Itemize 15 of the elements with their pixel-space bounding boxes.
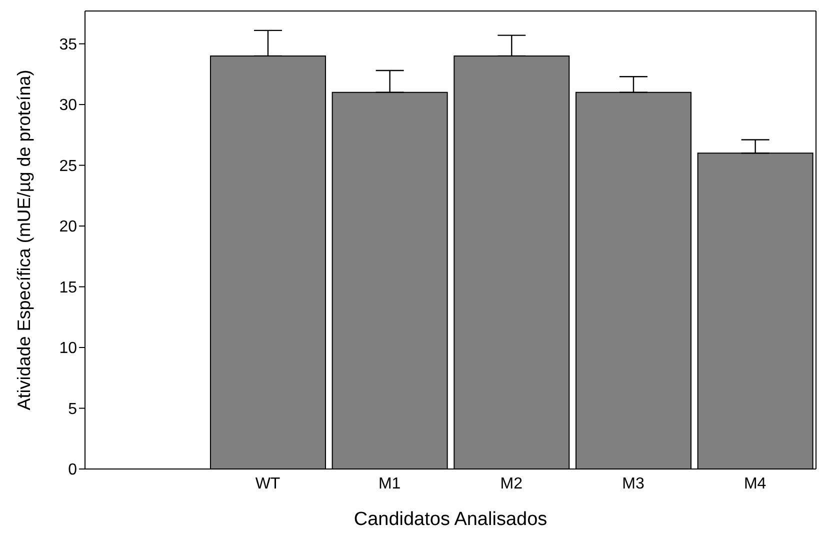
y-tick-label: 20 xyxy=(59,218,78,236)
y-tick-label: 35 xyxy=(59,36,78,54)
x-tick-label: M4 xyxy=(744,475,766,492)
x-tick-label: WT xyxy=(255,475,280,492)
x-axis-title: Candidatos Analisados xyxy=(354,509,548,530)
y-tick-label: 15 xyxy=(59,279,78,296)
x-tick-label: M3 xyxy=(622,475,644,492)
y-tick-label: 10 xyxy=(59,340,78,358)
x-tick-label: M2 xyxy=(500,475,523,492)
x-tick-label: M1 xyxy=(378,475,401,492)
y-tick-label: 0 xyxy=(68,462,78,479)
y-tick-label: 30 xyxy=(59,97,78,114)
y-tick-label: 5 xyxy=(68,400,78,418)
y-tick-label: 25 xyxy=(59,158,78,175)
y-axis-title: Atividade Específica (mUE/µg de proteína) xyxy=(14,70,34,410)
